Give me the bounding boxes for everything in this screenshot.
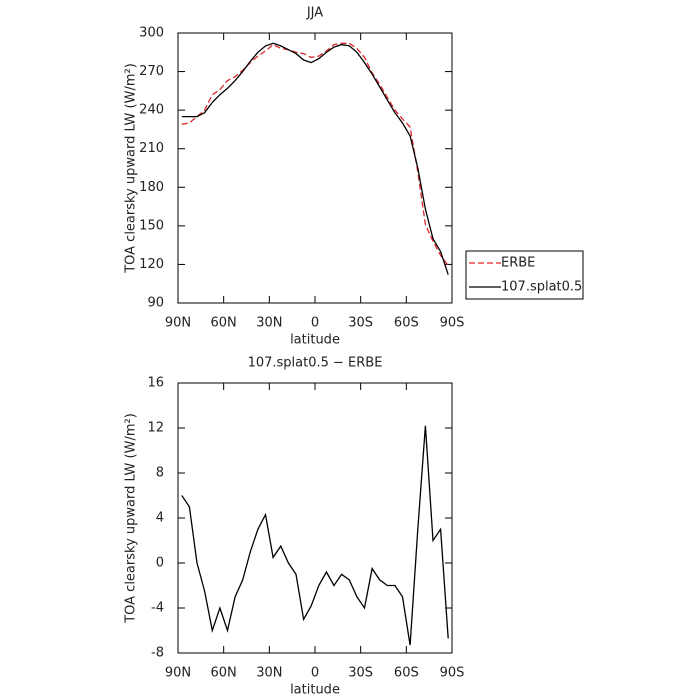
y-tick-label: 300 (139, 26, 164, 41)
x-axis-label: latitude (290, 333, 340, 348)
y-tick-label: 16 (147, 376, 164, 391)
data-line (181, 42, 449, 267)
x-tick-label: 30N (256, 666, 282, 681)
y-tick-label: 270 (139, 64, 164, 79)
legend-label: 107.splat0.5 (501, 280, 582, 295)
legend-box (465, 250, 584, 300)
x-tick-label: 60N (211, 666, 237, 681)
y-tick-label: 180 (139, 180, 164, 195)
chart-title: 107.splat0.5 − ERBE (248, 356, 383, 371)
y-tick-label: 0 (156, 556, 164, 571)
y-tick-label: -8 (151, 646, 164, 661)
y-tick-label: 150 (139, 218, 164, 233)
chart-title: JJA (306, 6, 323, 21)
x-tick-label: 90S (440, 316, 465, 331)
legend-label: ERBE (501, 256, 535, 271)
y-tick-label: 240 (139, 103, 164, 118)
x-tick-label: 30N (256, 316, 282, 331)
x-tick-label: 30S (348, 316, 373, 331)
y-axis-label: TOA clearsky upward LW (W/m²) (124, 63, 139, 274)
y-tick-label: 120 (139, 257, 164, 272)
y-axis-label: TOA clearsky upward LW (W/m²) (124, 413, 139, 624)
x-tick-label: 90N (165, 316, 191, 331)
y-tick-label: 4 (156, 511, 164, 526)
x-tick-label: 0 (311, 316, 319, 331)
y-tick-label: -4 (151, 601, 164, 616)
x-tick-label: 60S (394, 666, 419, 681)
x-tick-label: 60N (211, 316, 237, 331)
y-tick-label: 8 (156, 466, 164, 481)
y-tick-label: 210 (139, 141, 164, 156)
data-line (181, 425, 449, 646)
data-line (181, 42, 449, 275)
y-tick-label: 12 (147, 421, 164, 436)
x-tick-label: 90N (165, 666, 191, 681)
plot-frame (177, 382, 453, 654)
x-tick-label: 30S (348, 666, 373, 681)
x-tick-label: 0 (311, 666, 319, 681)
x-tick-label: 90S (440, 666, 465, 681)
plot-frame (177, 32, 453, 304)
x-tick-label: 60S (394, 316, 419, 331)
x-axis-label: latitude (290, 683, 340, 698)
y-tick-label: 90 (147, 296, 164, 311)
